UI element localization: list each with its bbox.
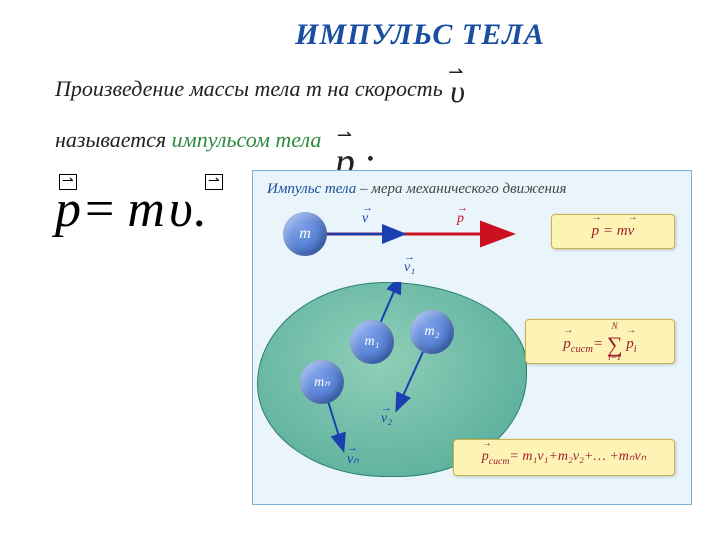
formula-dot: .: [193, 181, 206, 238]
p-label: →p: [457, 211, 464, 227]
vector-arrow-icon: ⇀: [337, 123, 352, 147]
vec-p: p: [592, 223, 600, 240]
def-part3: называется: [55, 127, 172, 152]
equals-sign: =: [85, 181, 127, 238]
diagram-panel: Импульс тела – мера механического движен…: [252, 170, 692, 505]
panel-subtitle: – мера механического движения: [360, 181, 566, 197]
vec-p-sys: p: [563, 336, 571, 353]
def-part2: на скорость: [322, 76, 448, 101]
vec-v: v: [628, 223, 635, 240]
mass-circle: m₂: [410, 310, 454, 354]
vec-p-sys2: p: [482, 449, 489, 465]
vec-pi: p: [626, 336, 634, 353]
sigma-sum: N ∑ i=1: [607, 328, 623, 354]
def-part1: Произведение массы тела: [55, 76, 306, 101]
mass-vector-line: [381, 282, 400, 322]
vector-arrow-icon: ⇀: [448, 60, 463, 84]
page-title: ИМПУЛЬС ТЕЛА: [160, 18, 680, 52]
mass-vector-line: [329, 403, 343, 449]
main-formula: ⇀ p = m ⇀ υ.: [55, 180, 206, 239]
mass-circle-top: m: [283, 212, 327, 256]
definition-text: Произведение массы тела m на скорость ⇀υ…: [55, 64, 680, 161]
v-label: →v: [362, 211, 368, 227]
formula-box-1: p = mv: [551, 214, 675, 249]
mass-v-label: →v₂: [381, 411, 392, 427]
formula-box-2: pсист= N ∑ i=1 pi: [525, 319, 675, 364]
formula-m: m: [127, 181, 165, 238]
def-velocity-symbol: ⇀υ: [450, 70, 465, 113]
vector-arrow-icon: ⇀: [59, 174, 77, 190]
formula-v: υ: [169, 181, 193, 238]
mass-circle: mₙ: [300, 360, 344, 404]
def-mass-symbol: m: [306, 76, 322, 101]
formula-box-3: pсист= m₁v₁+m₂v₂+… +mₙvₙ: [453, 439, 675, 476]
panel-header: Импульс тела – мера механического движен…: [267, 181, 679, 198]
panel-title: Импульс тела: [267, 181, 356, 197]
diagram-area: m →v →p p = mv pсист=: [267, 204, 679, 484]
mass-v-label: →v₁: [404, 260, 415, 276]
impulse-term: импульсом тела: [172, 127, 322, 152]
mass-v-label: →vₙ: [347, 451, 359, 468]
mass-vector-line: [397, 352, 423, 409]
f3-terms: m₁v₁+m₂v₂+… +mₙvₙ: [522, 449, 646, 464]
vector-arrow-icon: ⇀: [205, 174, 223, 190]
slide-page: ИМПУЛЬС ТЕЛА Произведение массы тела m н…: [0, 0, 720, 540]
mass-circle: m₁: [350, 320, 394, 364]
